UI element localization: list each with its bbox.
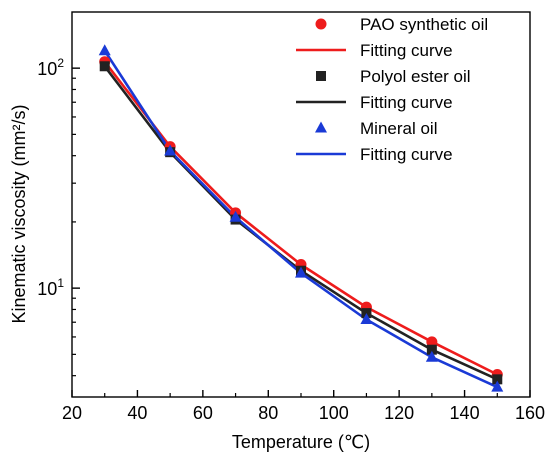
y-tick-label: 101 xyxy=(37,276,64,299)
legend-marker-square xyxy=(316,71,326,81)
legend-label: Fitting curve xyxy=(360,93,453,112)
x-tick-label: 120 xyxy=(384,403,414,423)
data-point-triangle xyxy=(164,144,177,156)
data-point-triangle xyxy=(491,380,504,392)
data-point-square xyxy=(426,344,437,355)
x-axis-title: Temperature (℃) xyxy=(232,432,370,452)
legend-label: Polyol ester oil xyxy=(360,67,471,86)
x-tick-label: 20 xyxy=(62,403,82,423)
legend-marker-circle xyxy=(315,18,327,30)
legend: PAO synthetic oil Fitting curve Polyol est… xyxy=(296,15,488,164)
x-tick-label: 160 xyxy=(515,403,545,423)
plot-layer xyxy=(98,44,504,392)
x-tick-label: 140 xyxy=(450,403,480,423)
data-point-triangle xyxy=(229,210,242,222)
x-tick-label: 40 xyxy=(127,403,147,423)
legend-label: Fitting curve xyxy=(360,145,453,164)
legend-label: Mineral oil xyxy=(360,119,437,138)
axes: 20 40 60 80 100 120 140 160 101 102 xyxy=(37,11,545,423)
y-tick-label: 102 xyxy=(37,56,64,79)
data-point-triangle xyxy=(295,266,307,278)
legend-label: Fitting curve xyxy=(360,41,453,60)
x-tick-label: 80 xyxy=(258,403,278,423)
x-tick-label: 60 xyxy=(193,403,213,423)
data-point-triangle xyxy=(360,313,373,325)
data-point-square xyxy=(99,61,110,72)
data-point-square xyxy=(492,374,503,385)
legend-marker-triangle xyxy=(315,121,327,133)
x-tick-label: 100 xyxy=(319,403,349,423)
fitting-curve-square xyxy=(103,65,498,381)
y-axis-title: Kinematic viscosity (mm²/s) xyxy=(9,104,29,323)
legend-label: PAO synthetic oil xyxy=(360,15,488,34)
data-point-circle xyxy=(426,336,438,348)
data-point-triangle xyxy=(425,350,438,362)
data-point-triangle xyxy=(98,44,111,56)
